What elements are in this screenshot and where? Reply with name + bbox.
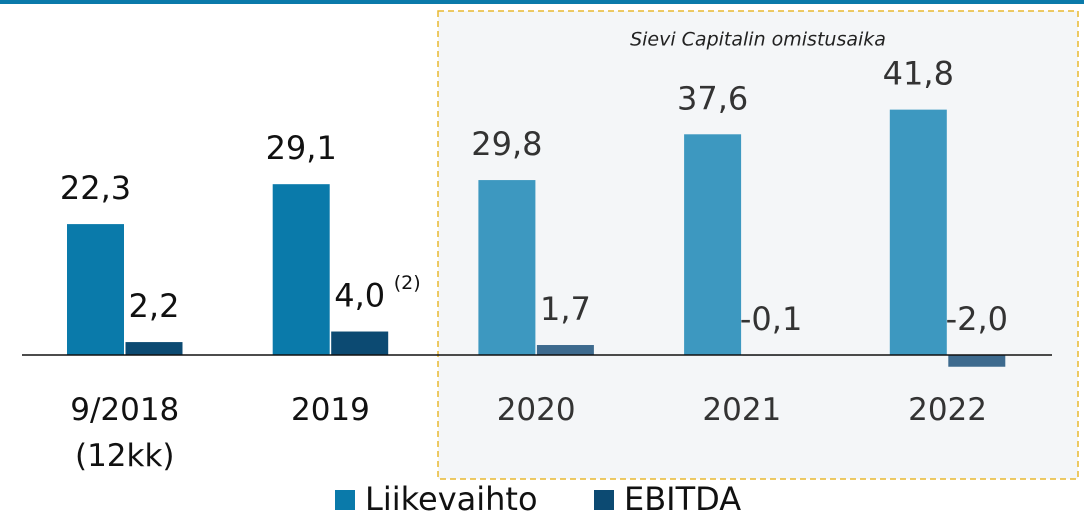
value-label: 1,7 [540,290,591,328]
bar [536,345,594,355]
value-label: -0,1 [740,300,802,338]
bar [889,109,947,355]
value-label: 2,2 [129,287,180,325]
value-label: 29,8 [471,125,542,163]
x-tick-label: 2019 [290,392,370,428]
footnote-mark: (2) [394,272,421,294]
bar [478,180,536,355]
value-label: 4,0 [334,277,385,315]
x-tick-label: 2021 [702,392,782,428]
bar [684,134,742,355]
bar [272,184,330,355]
value-label: 37,6 [677,79,748,117]
bar [125,342,183,355]
value-label: 41,8 [883,55,954,93]
value-label: -2,0 [946,300,1008,338]
value-label: 22,3 [60,169,131,207]
legend-swatch [594,490,614,510]
value-label: 29,1 [266,129,337,167]
legend-label: EBITDA [624,480,741,518]
x-tick-label: 2020 [496,392,576,428]
x-tick-label: 9/2018 (12kk) [70,392,180,474]
legend-label: Liikevaihto [365,480,538,518]
highlight-label: Sievi Capitalin omistusaika [630,29,886,51]
top-rule [0,0,1084,4]
bar [948,355,1006,367]
bar [67,224,124,355]
bar [331,331,389,355]
legend-swatch [335,490,355,510]
highlight-box [437,10,1079,480]
x-tick-label: 2022 [908,392,987,428]
